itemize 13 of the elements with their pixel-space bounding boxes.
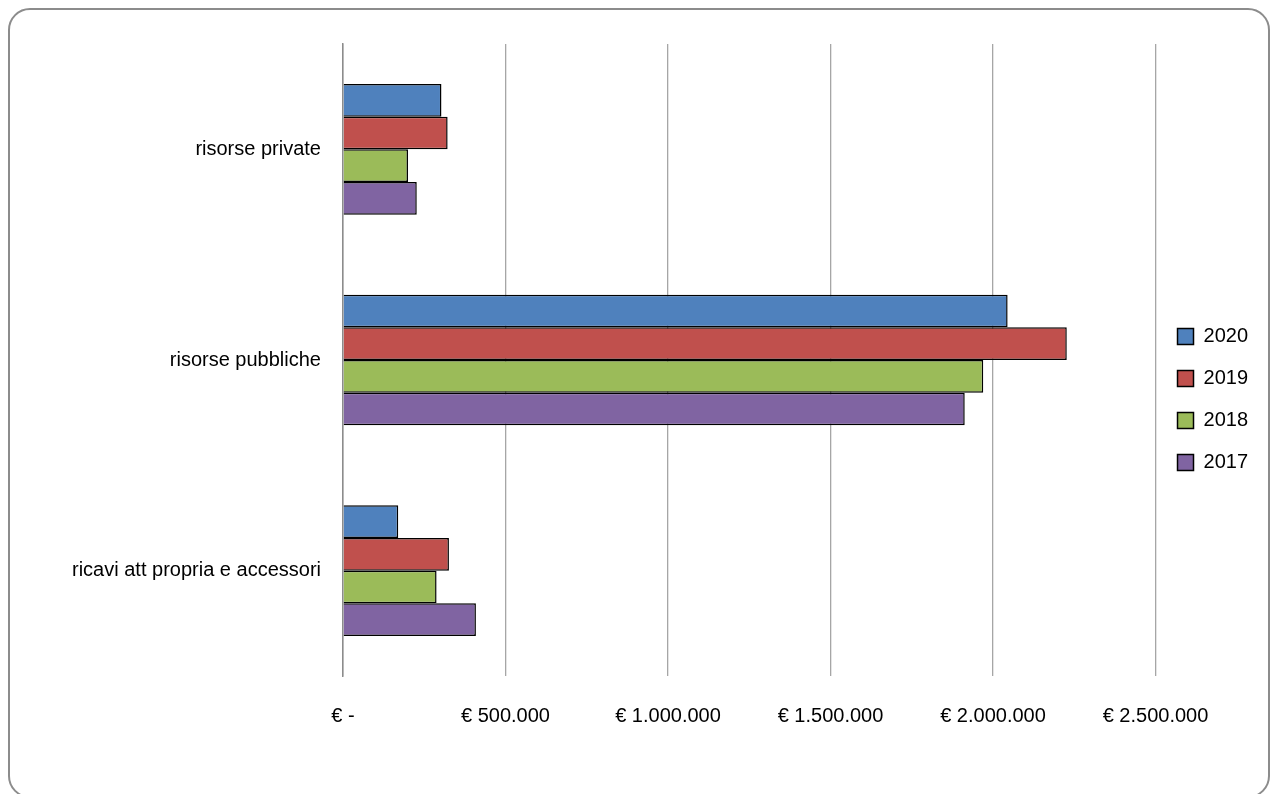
x-tick-label: € -	[331, 703, 355, 726]
legend-label: 2019	[1203, 366, 1249, 389]
x-tick-label: € 2.500.000	[1102, 703, 1209, 726]
legend-label: 2018	[1203, 408, 1249, 431]
x-tick-label: € 1.500.000	[777, 703, 884, 726]
legend-label: 2017	[1203, 450, 1249, 473]
y-tick-label: risorse private	[195, 136, 321, 159]
x-tick-label: € 2.000.000	[940, 703, 1046, 726]
legend-label: 2020	[1203, 324, 1249, 347]
x-tick-label: € 1.000.000	[615, 703, 721, 726]
y-tick-label: risorse pubbliche	[169, 347, 321, 370]
y-tick-label: ricavi att propria e accessori	[72, 558, 321, 581]
x-tick-label: € 500.000	[461, 703, 550, 726]
